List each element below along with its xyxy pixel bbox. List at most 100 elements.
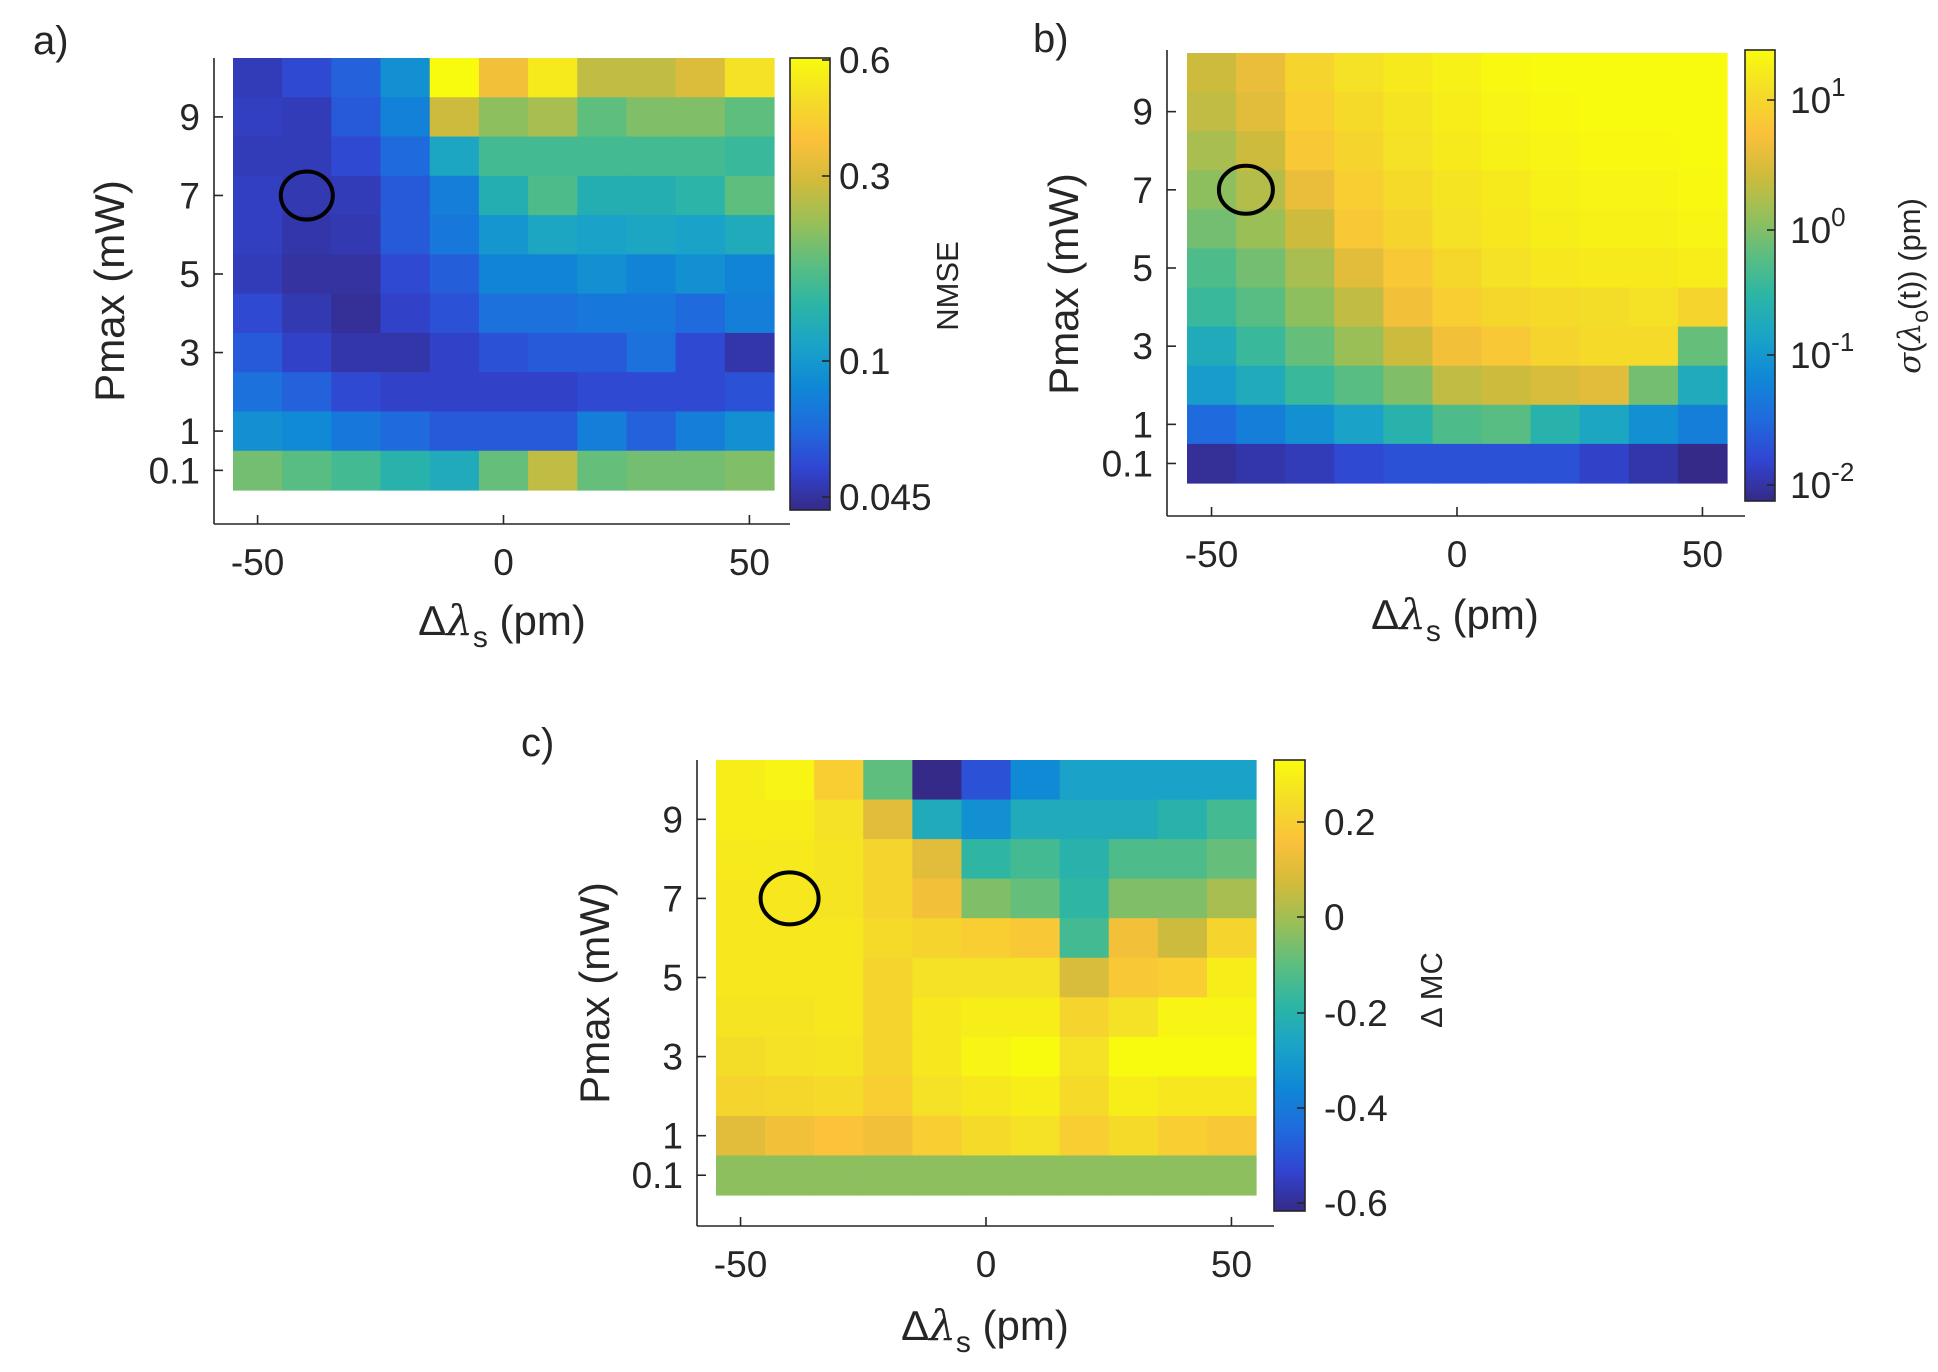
heatmap-cell bbox=[1187, 53, 1237, 93]
heatmap-cell bbox=[1628, 326, 1679, 367]
heatmap-cell bbox=[233, 411, 283, 452]
heatmap-cell bbox=[282, 215, 332, 255]
heatmap-cell bbox=[716, 997, 766, 1038]
heatmap-cell bbox=[1059, 918, 1110, 959]
heatmap-cell bbox=[1285, 170, 1335, 210]
heatmap-cell bbox=[478, 215, 529, 255]
colorbar-gradient bbox=[789, 57, 831, 511]
heatmap-cell bbox=[1108, 1036, 1159, 1077]
heatmap-cell bbox=[1677, 365, 1728, 406]
heatmap-cell bbox=[429, 97, 480, 138]
heatmap-cell bbox=[429, 450, 480, 491]
heatmap-cell bbox=[765, 799, 815, 840]
heatmap-cell bbox=[577, 332, 628, 373]
heatmap-cell bbox=[1059, 799, 1110, 840]
heatmap-cell bbox=[1334, 92, 1384, 132]
heatmap-cell bbox=[1432, 443, 1483, 484]
x-tick-label: -50 bbox=[231, 542, 284, 583]
heatmap-cell bbox=[528, 411, 578, 452]
heatmap-cell bbox=[765, 997, 815, 1038]
heatmap-cell bbox=[724, 215, 775, 255]
y-tick-label: 0.1 bbox=[1102, 443, 1153, 484]
heatmap-cell bbox=[1481, 326, 1532, 367]
x-tick-label: 0 bbox=[493, 542, 514, 583]
heatmap-cell bbox=[233, 332, 283, 373]
heatmap-cell bbox=[1530, 209, 1581, 250]
heatmap-cell bbox=[1334, 209, 1384, 250]
heatmap-cell bbox=[1010, 1115, 1061, 1157]
heatmap-cell bbox=[961, 1155, 1012, 1196]
heatmap-cell bbox=[1236, 170, 1286, 210]
heatmap-cell bbox=[1334, 170, 1384, 210]
heatmap-cell bbox=[429, 136, 480, 177]
heatmap-cell bbox=[1206, 1115, 1257, 1157]
heatmap-cell bbox=[1579, 365, 1630, 406]
heatmap-cell bbox=[716, 1155, 766, 1196]
heatmap-cell bbox=[814, 1036, 864, 1077]
panel-a-x-ticks: -50 0 50 bbox=[231, 515, 770, 583]
colorbar-tick-label: -0.4 bbox=[1324, 1088, 1388, 1129]
heatmap-cell bbox=[429, 293, 480, 334]
heatmap-cell bbox=[331, 293, 382, 334]
panel-b-x-ticks: -50 0 50 bbox=[1185, 507, 1723, 575]
heatmap-cell bbox=[675, 175, 726, 216]
heatmap-cell bbox=[478, 372, 529, 413]
heatmap-cell bbox=[724, 450, 775, 491]
heatmap-cell bbox=[331, 450, 382, 491]
heatmap-cell bbox=[1157, 1115, 1208, 1157]
panel-b-y-axis-label: Pmax (mW) bbox=[1040, 173, 1087, 395]
heatmap-cell bbox=[1010, 1036, 1061, 1077]
heatmap-cell bbox=[814, 918, 864, 959]
panel-b-y-ticks: 0.11 3 5 7 9 bbox=[1102, 92, 1176, 484]
heatmap-cell bbox=[1383, 170, 1434, 210]
heatmap-cell bbox=[912, 1155, 963, 1196]
heatmap-cell bbox=[1285, 248, 1335, 289]
heatmap-cell bbox=[1579, 287, 1630, 328]
heatmap-cell bbox=[1628, 131, 1679, 171]
heatmap-cell bbox=[1206, 839, 1257, 880]
heatmap-cell bbox=[233, 372, 283, 413]
heatmap-cell bbox=[1677, 131, 1728, 171]
heatmap-cell bbox=[1481, 365, 1532, 406]
panel-a-heatmap bbox=[233, 58, 775, 491]
heatmap-cell bbox=[912, 839, 963, 880]
heatmap-cell bbox=[626, 97, 677, 138]
heatmap-cell bbox=[1187, 209, 1237, 250]
heatmap-cell bbox=[724, 58, 775, 98]
heatmap-cell bbox=[716, 1076, 766, 1117]
heatmap-cell bbox=[528, 372, 578, 413]
y-tick-label: 7 bbox=[662, 878, 683, 919]
x-tick-label: -50 bbox=[1185, 534, 1238, 575]
heatmap-cell bbox=[429, 411, 480, 452]
heatmap-cell bbox=[331, 136, 382, 177]
panel-b: b) 0.11 3 5 7 9 -50 0 50 Pmax (mW) Δλs (pm) 10… bbox=[1033, 17, 1933, 648]
heatmap-cell bbox=[1579, 53, 1630, 93]
heatmap-cell bbox=[1010, 918, 1061, 959]
heatmap-cell bbox=[528, 254, 578, 295]
heatmap-cell bbox=[282, 450, 332, 491]
heatmap-cell bbox=[1059, 1036, 1110, 1077]
y-tick-label: 5 bbox=[662, 958, 683, 999]
heatmap-cell bbox=[1481, 404, 1532, 445]
heatmap-cell bbox=[380, 332, 431, 373]
heatmap-cell bbox=[380, 58, 431, 98]
heatmap-cell bbox=[1010, 1076, 1061, 1117]
heatmap-cell bbox=[1677, 53, 1728, 93]
heatmap-cell bbox=[1187, 287, 1237, 328]
heatmap-cell bbox=[1628, 170, 1679, 210]
panel-a-marker-circle bbox=[278, 169, 335, 222]
heatmap-cell bbox=[1530, 248, 1581, 289]
heatmap-cell bbox=[1187, 326, 1237, 367]
heatmap-cell bbox=[1481, 209, 1532, 250]
panel-b-colorbar: 101 100 10-1 10-2 bbox=[1744, 49, 1854, 506]
panel-a-label: a) bbox=[33, 19, 69, 63]
colorbar-tick-label: 10-2 bbox=[1790, 457, 1854, 506]
heatmap-cell bbox=[233, 293, 283, 334]
heatmap-cell bbox=[380, 411, 431, 452]
heatmap-cell bbox=[282, 97, 332, 138]
heatmap-cell bbox=[716, 1036, 766, 1077]
heatmap-cell bbox=[814, 839, 864, 880]
heatmap-cell bbox=[577, 254, 628, 295]
heatmap-cell bbox=[961, 760, 1012, 801]
heatmap-cell bbox=[1530, 53, 1581, 93]
